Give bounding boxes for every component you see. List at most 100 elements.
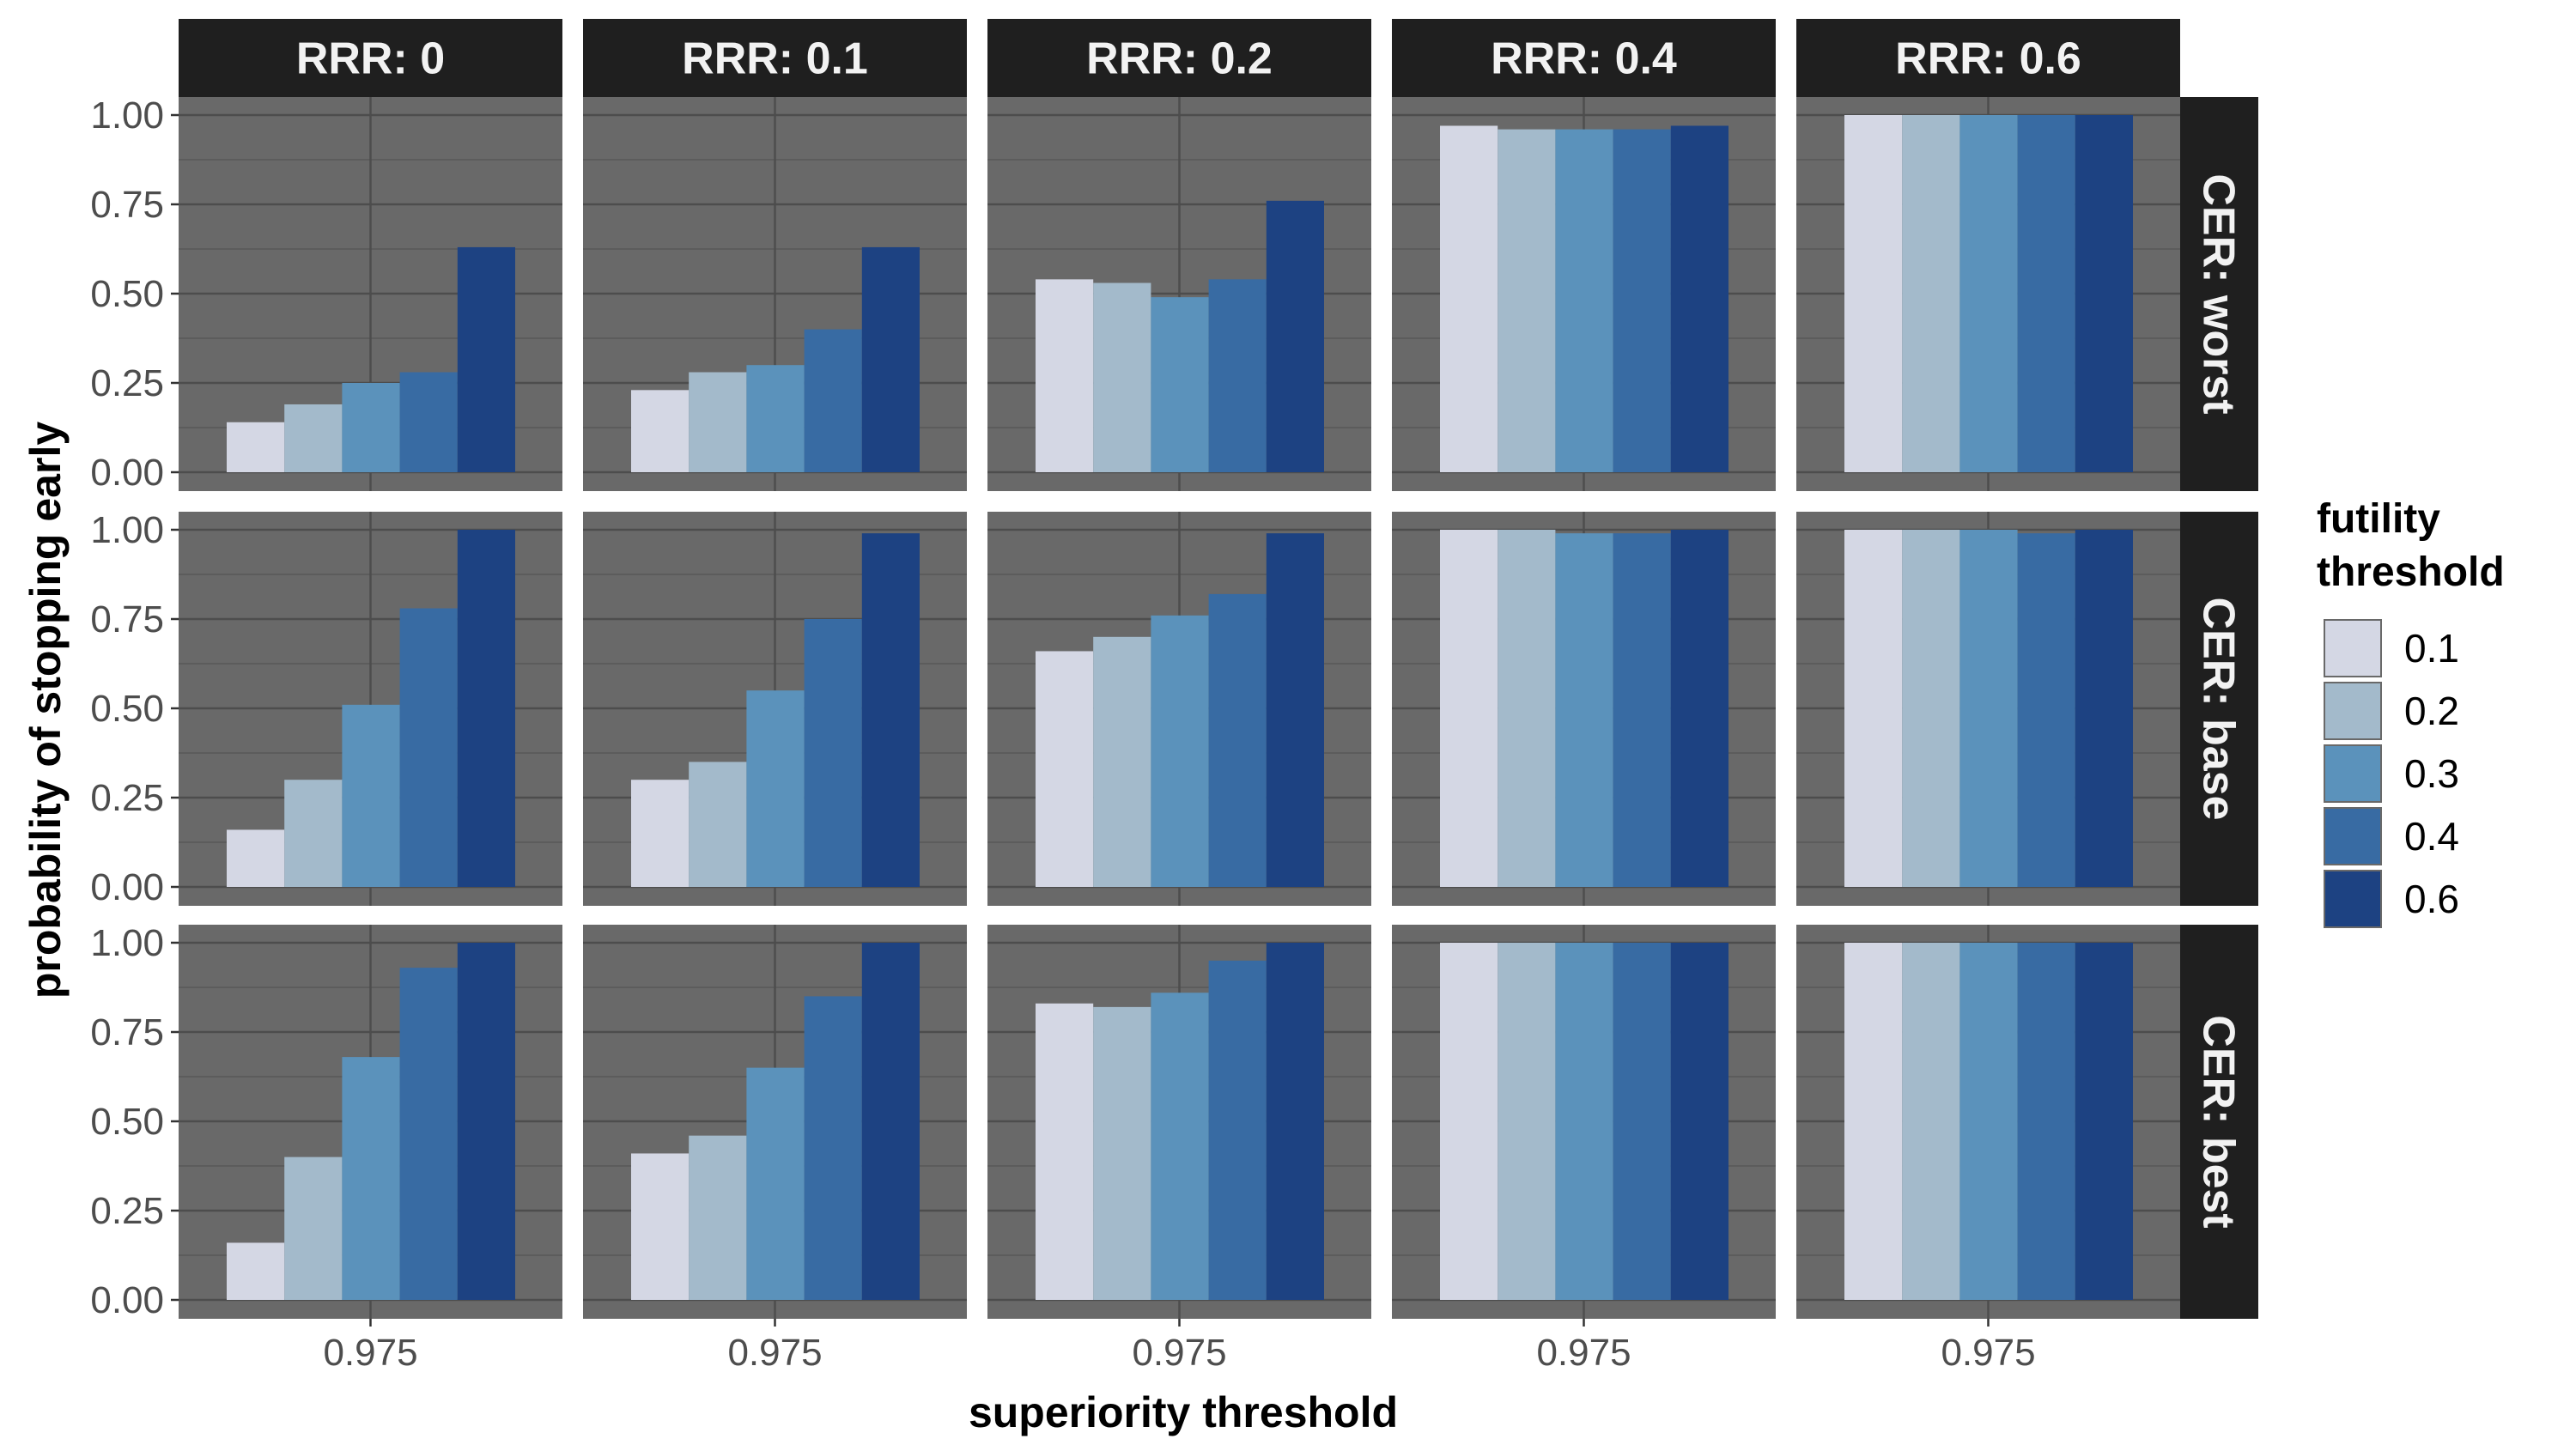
strip-rrr-0-1	[583, 19, 967, 97]
bar-futility-0-6	[1266, 943, 1324, 1300]
panel-cer-base-rrr-0-2	[987, 512, 1371, 906]
strip-cer-best	[2180, 925, 2258, 1319]
bar-futility-0-3	[1555, 533, 1613, 887]
x-tick-label: 0.975	[727, 1332, 822, 1374]
strip-label-rrr-0-2: RRR: 0.2	[1086, 34, 1273, 84]
bar-futility-0-4	[1613, 533, 1671, 887]
bar-futility-0-3	[342, 383, 400, 472]
bar-futility-0-3	[746, 365, 805, 472]
bar-futility-0-1	[1440, 943, 1498, 1300]
bar-futility-0-1	[1036, 279, 1094, 472]
y-axis-title: probability of stopping early	[21, 422, 70, 999]
legend-title-line-1: futility	[2317, 496, 2440, 542]
bar-futility-0-3	[746, 690, 805, 887]
bar-futility-0-4	[804, 996, 862, 1300]
bar-futility-0-2	[1902, 530, 1960, 887]
panel-cer-worst-rrr-0-4	[1392, 97, 1776, 491]
bar-futility-0-2	[284, 404, 343, 472]
bar-futility-0-6	[2075, 943, 2133, 1300]
panel-cer-best-rrr-0	[179, 925, 562, 1319]
bar-futility-0-2	[689, 762, 747, 887]
strip-cer-worst	[2180, 97, 2258, 491]
bar-futility-0-6	[861, 533, 920, 887]
strip-label-rrr-0-1: RRR: 0.1	[682, 34, 868, 84]
bar-futility-0-1	[631, 390, 690, 472]
bar-futility-0-4	[399, 608, 458, 887]
legend-label-0-1: 0.1	[2404, 626, 2459, 671]
strip-rrr-0-4	[1392, 19, 1776, 97]
bar-futility-0-4	[399, 968, 458, 1300]
bar-futility-0-1	[1036, 1003, 1094, 1300]
bar-futility-0-3	[342, 704, 400, 887]
bar-futility-0-6	[1670, 943, 1728, 1300]
bar-futility-0-2	[1902, 943, 1960, 1300]
legend-title-line-2: threshold	[2317, 549, 2505, 595]
y-tick-label: 0.50	[90, 1101, 164, 1143]
panel-cer-best-rrr-0-1	[583, 925, 967, 1319]
bar-futility-0-2	[284, 780, 343, 887]
panel-cer-base-rrr-0-6	[1796, 512, 2180, 906]
y-tick-label: 1.00	[90, 922, 164, 964]
bar-futility-0-2	[1902, 115, 1960, 472]
bar-futility-0-1	[1440, 530, 1498, 887]
y-tick-label: 0.50	[90, 688, 164, 730]
bar-futility-0-6	[1670, 125, 1728, 473]
legend-label-0-2: 0.2	[2404, 689, 2459, 733]
bar-futility-0-1	[1036, 651, 1094, 887]
y-tick-label: 0.25	[90, 362, 164, 404]
legend-key-0-2	[2325, 683, 2380, 738]
bar-futility-0-1	[631, 780, 690, 887]
strip-rrr-0-6	[1796, 19, 2180, 97]
bar-futility-0-6	[861, 246, 920, 472]
strip-rrr-0	[179, 19, 562, 97]
strip-label-cer-worst: CER: worst	[2194, 173, 2244, 414]
bar-futility-0-1	[1440, 125, 1498, 473]
panel-cer-best-rrr-0-4	[1392, 925, 1776, 1319]
y-tick-label: 0.75	[90, 184, 164, 226]
bar-futility-0-4	[1613, 943, 1671, 1300]
x-tick-label: 0.975	[1536, 1332, 1631, 1374]
strip-label-rrr-0-4: RRR: 0.4	[1491, 34, 1677, 84]
bar-futility-0-6	[1266, 200, 1324, 472]
bar-futility-0-6	[1670, 530, 1728, 887]
legend-key-0-3	[2325, 746, 2380, 801]
strip-rrr-0-2	[987, 19, 1371, 97]
bar-futility-0-1	[227, 422, 285, 472]
panel-cer-best-rrr-0-2	[987, 925, 1371, 1319]
bar-futility-0-2	[1498, 943, 1556, 1300]
legend-label-0-4: 0.4	[2404, 814, 2459, 859]
bar-futility-0-1	[227, 829, 285, 887]
bar-futility-0-6	[861, 943, 920, 1300]
y-tick-label: 0.75	[90, 598, 164, 641]
legend: futility threshold 0.1 0.2 0.3 0.4 0.6	[2317, 496, 2505, 928]
bar-futility-0-6	[2075, 530, 2133, 887]
strip-label-rrr-0: RRR: 0	[296, 34, 445, 84]
bar-futility-0-3	[746, 1067, 805, 1300]
bar-futility-0-3	[1555, 129, 1613, 472]
y-tick-label: 0.00	[90, 452, 164, 494]
bar-futility-0-4	[1208, 593, 1267, 887]
x-tick-label: 0.975	[323, 1332, 417, 1374]
bar-futility-0-1	[1844, 943, 1903, 1300]
bar-futility-0-4	[804, 619, 862, 887]
bar-futility-0-3	[1151, 993, 1209, 1300]
panel-cer-base-rrr-0-1	[583, 512, 967, 906]
bar-futility-0-4	[1208, 960, 1267, 1300]
bar-futility-0-4	[804, 329, 862, 472]
bar-futility-0-3	[342, 1057, 400, 1300]
panel-cer-base-rrr-0-4	[1392, 512, 1776, 906]
panel-cer-worst-rrr-0-2	[987, 97, 1371, 491]
bar-futility-0-1	[1844, 530, 1903, 887]
bar-futility-0-2	[1093, 282, 1151, 472]
legend-key-0-4	[2325, 809, 2380, 864]
panel-cer-worst-rrr-0	[179, 97, 562, 491]
bar-futility-0-1	[631, 1153, 690, 1300]
y-tick-label: 0.00	[90, 1279, 164, 1321]
bar-futility-0-6	[1266, 533, 1324, 887]
strip-label-cer-base: CER: base	[2194, 597, 2244, 820]
y-tick-label: 0.25	[90, 777, 164, 819]
bar-futility-0-1	[227, 1242, 285, 1300]
legend-label-0-3: 0.3	[2404, 751, 2459, 796]
panel-cer-best-rrr-0-6	[1796, 925, 2180, 1319]
